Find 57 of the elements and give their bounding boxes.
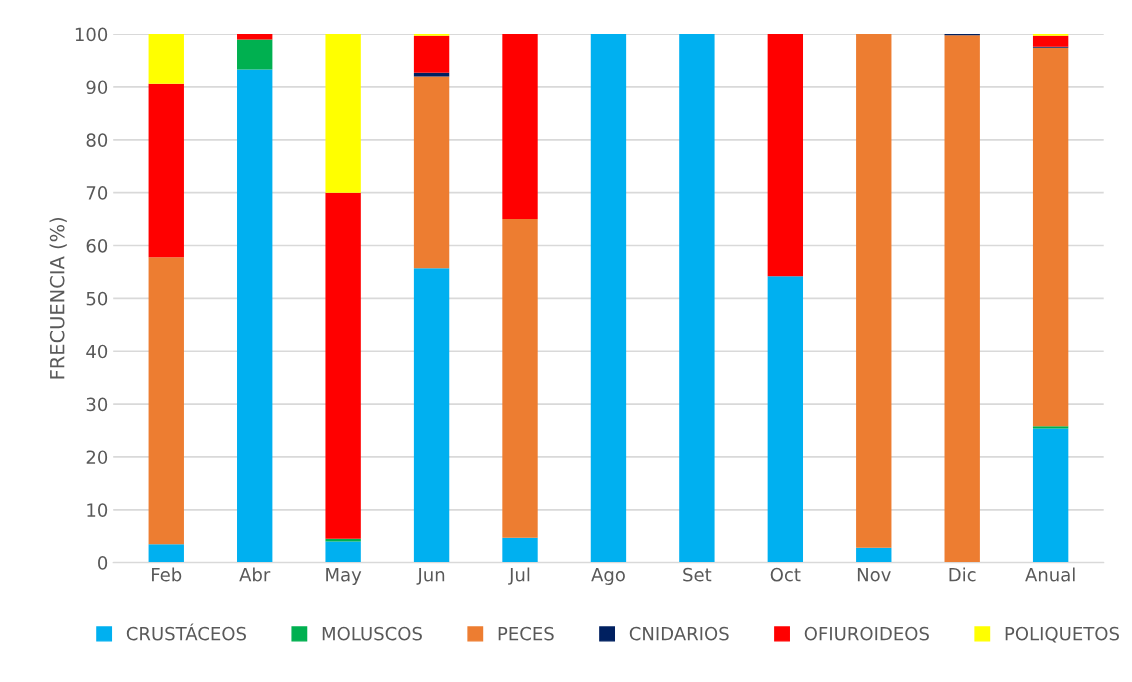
bar: [237, 69, 273, 563]
x-tick-label: Set: [683, 567, 712, 582]
x-tick-label: Nov: [857, 568, 891, 582]
y-tick-label: 10: [87, 503, 108, 517]
x-tick-label: Ago: [591, 568, 625, 585]
bar: [413, 35, 450, 73]
x-tick-label: Abr: [239, 567, 271, 582]
bar: [856, 34, 892, 548]
x-tick-label: May: [326, 568, 362, 585]
y-tick-label: 20: [86, 450, 108, 465]
legend-label: CRUSTÁCEOS: [126, 623, 246, 641]
legend-label: PECES: [498, 626, 554, 641]
y-tick-label: 50: [86, 291, 108, 306]
bar: [148, 83, 184, 258]
bar: [1032, 426, 1069, 429]
bar: [237, 34, 273, 40]
bar: [325, 192, 361, 539]
bar: [148, 257, 184, 545]
x-tick-label: Feb: [152, 567, 182, 582]
bar: [1032, 47, 1069, 427]
bar: [413, 268, 450, 563]
y-tick-label: 100: [75, 27, 108, 42]
bar: [502, 537, 538, 563]
bar: [767, 276, 804, 563]
legend-label: POLIQUETOS: [1005, 626, 1119, 643]
x-tick-label: Oct: [770, 567, 801, 582]
x-tick-label: Dic: [949, 567, 976, 582]
bar: [148, 34, 184, 84]
bar: [679, 34, 715, 563]
bar: [502, 219, 538, 538]
bar: [502, 34, 538, 220]
bar: [1032, 428, 1069, 563]
bar: [856, 547, 892, 563]
bar: [413, 76, 450, 269]
legend-label: OFIUROIDEOS: [804, 626, 929, 641]
y-axis-title: FRECUENCIA (%): [49, 218, 67, 379]
bar: [325, 538, 361, 542]
bar: [590, 34, 627, 563]
bar: [944, 35, 980, 563]
y-tick-label: 30: [86, 397, 108, 412]
x-tick-label: Jun: [416, 568, 445, 585]
legend-label: MOLUSCOS: [322, 626, 422, 641]
bar: [325, 34, 361, 193]
y-tick-label: 70: [86, 186, 108, 200]
y-tick-label: 90: [86, 80, 108, 95]
bar: [767, 34, 804, 277]
bar: [1032, 35, 1069, 47]
y-tick-label: 40: [86, 344, 108, 359]
y-tick-label: 80: [86, 133, 108, 147]
x-tick-label: Jul: [508, 567, 530, 585]
bar: [325, 541, 361, 563]
y-tick-label: 60: [86, 238, 108, 253]
legend-label: CNIDARIOS: [629, 626, 729, 641]
x-tick-label: Anual: [1025, 567, 1075, 582]
bar: [148, 544, 184, 563]
bar: [237, 39, 273, 70]
y-tick-label: 0: [98, 556, 108, 570]
